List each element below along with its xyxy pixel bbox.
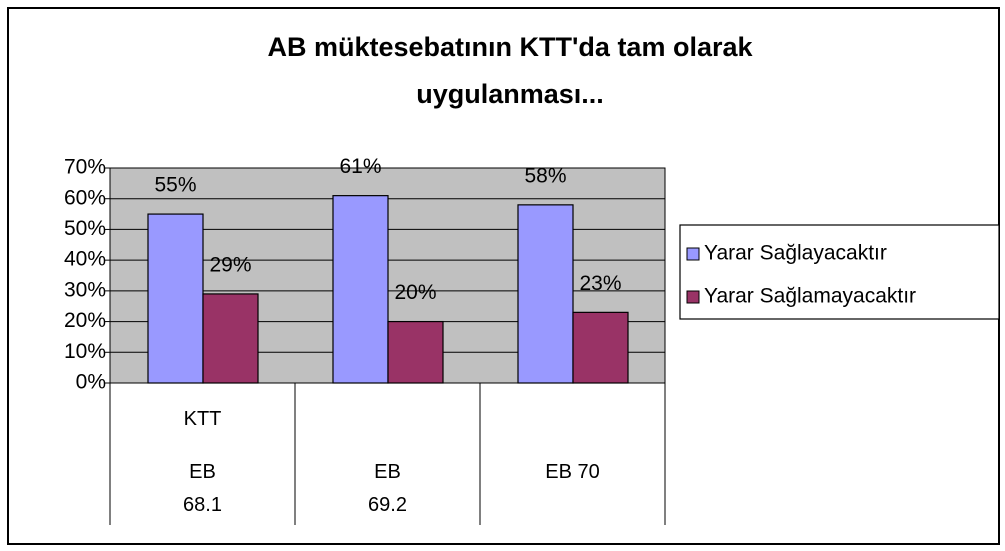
data-label: 61% bbox=[339, 155, 381, 178]
bar bbox=[332, 195, 389, 384]
legend-swatch bbox=[686, 247, 700, 261]
data-label: 58% bbox=[524, 164, 566, 187]
data-label: 23% bbox=[579, 272, 621, 295]
legend-swatch bbox=[686, 290, 700, 304]
y-tick-label: 30% bbox=[64, 278, 106, 301]
x-tick-label: EB 68.1 bbox=[183, 461, 222, 516]
y-tick-label: 10% bbox=[64, 340, 106, 363]
legend-label: Yarar Sağlamayacaktır bbox=[704, 285, 916, 308]
y-tick-label: 20% bbox=[64, 309, 106, 332]
data-label: 55% bbox=[154, 174, 196, 197]
bar bbox=[517, 204, 574, 384]
x-tick-label: EB 70 bbox=[545, 461, 600, 483]
data-label: 20% bbox=[394, 281, 436, 304]
x-tick-label: EB 69.2 bbox=[368, 461, 407, 516]
y-tick-label: 70% bbox=[64, 156, 106, 179]
chart-title: AB müktesebatının KTT'da tam olarak uygu… bbox=[267, 32, 753, 109]
legend-box bbox=[679, 224, 1000, 320]
y-tick-label: 50% bbox=[64, 217, 106, 240]
category-group-label: KTT bbox=[183, 408, 222, 430]
bar bbox=[572, 311, 629, 384]
data-label: 29% bbox=[209, 253, 251, 276]
y-tick-label: 40% bbox=[64, 248, 106, 271]
legend-label: Yarar Sağlayacaktır bbox=[704, 242, 887, 265]
bar bbox=[387, 320, 444, 384]
bar bbox=[202, 293, 259, 384]
y-tick-label: 60% bbox=[64, 186, 106, 209]
bar bbox=[147, 213, 204, 384]
y-tick-label: 0% bbox=[76, 371, 106, 394]
